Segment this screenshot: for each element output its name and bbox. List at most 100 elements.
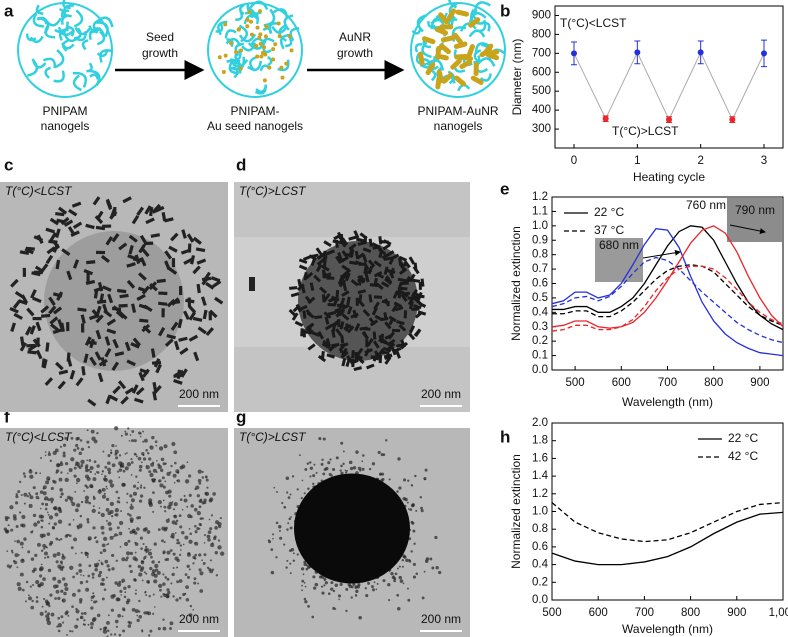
particle	[64, 611, 68, 616]
particle	[158, 583, 163, 589]
particle	[166, 588, 170, 592]
particle	[96, 464, 100, 468]
stage-label: nanogels	[41, 119, 90, 133]
particle	[91, 576, 95, 579]
particle	[30, 557, 35, 561]
particle	[155, 444, 158, 447]
nanorod	[173, 340, 180, 351]
nanorod	[183, 257, 193, 265]
particle	[402, 554, 406, 558]
particle	[275, 521, 279, 525]
particle	[44, 451, 47, 453]
particle	[332, 589, 336, 593]
particle	[338, 598, 340, 601]
particle	[296, 488, 299, 491]
particle	[70, 436, 74, 440]
nanorod	[66, 270, 73, 281]
seed	[280, 75, 285, 80]
nanorod	[164, 250, 173, 260]
nanorod	[85, 279, 96, 286]
x-tick-label: 700	[658, 377, 677, 389]
particle	[168, 501, 173, 507]
particle	[287, 496, 291, 500]
particle	[171, 520, 176, 525]
particle	[30, 605, 35, 610]
particle	[279, 536, 283, 540]
particle	[179, 498, 183, 502]
particle	[114, 508, 119, 513]
nanorod	[393, 301, 403, 308]
particle	[420, 506, 424, 510]
particle	[407, 508, 410, 510]
particle	[127, 584, 131, 589]
particle	[344, 471, 348, 474]
particle	[35, 580, 40, 585]
particle	[107, 454, 111, 458]
y-axis-label: Diameter (nm)	[510, 39, 524, 116]
nanorod	[136, 206, 144, 216]
particle	[144, 548, 148, 552]
particle	[435, 566, 439, 570]
particle	[137, 456, 142, 461]
x-tick-label: 2	[697, 155, 703, 167]
particle	[424, 468, 428, 472]
particle	[154, 440, 158, 444]
particle	[169, 549, 173, 552]
nanorod	[435, 53, 449, 61]
particle	[130, 439, 134, 443]
particle	[87, 445, 90, 449]
particle	[14, 540, 16, 542]
particle	[39, 490, 44, 494]
particle	[83, 619, 86, 622]
particle	[90, 626, 94, 630]
nanorod	[366, 363, 375, 370]
nanorod	[192, 236, 202, 245]
particle	[306, 462, 310, 465]
polymer	[95, 21, 109, 38]
particle	[110, 449, 113, 452]
seed	[229, 41, 234, 46]
particle	[39, 566, 44, 571]
y-tick-label: 0.4	[532, 306, 549, 318]
particle	[69, 629, 72, 633]
nanorod	[26, 343, 36, 348]
particle	[10, 528, 14, 532]
nanorod	[338, 343, 346, 352]
particle	[114, 581, 118, 585]
particle	[78, 523, 83, 528]
particle	[165, 557, 170, 561]
particle	[116, 534, 119, 537]
particle	[162, 618, 165, 621]
nanorod	[178, 336, 188, 342]
nanorod	[346, 296, 351, 306]
particle	[78, 466, 82, 470]
particle	[371, 588, 376, 592]
particle	[175, 469, 180, 474]
particle	[83, 623, 86, 626]
particle	[124, 432, 129, 436]
particle	[414, 474, 417, 478]
particle	[129, 505, 134, 510]
particle	[136, 614, 139, 617]
particle	[86, 518, 90, 522]
nanorod	[373, 301, 380, 310]
particle	[381, 477, 385, 481]
particle	[78, 451, 82, 456]
particle	[307, 566, 311, 570]
particle	[75, 609, 80, 614]
polymer	[244, 11, 259, 25]
particle	[112, 594, 116, 598]
particle	[153, 579, 158, 584]
nanorod	[126, 359, 136, 367]
nanorod	[377, 348, 385, 357]
polymer	[25, 33, 37, 42]
nanorod	[315, 247, 323, 256]
nanorod	[52, 243, 60, 253]
nanorod	[134, 254, 141, 265]
particle	[304, 585, 307, 588]
particle	[60, 471, 63, 474]
nanorod	[288, 308, 297, 317]
particle	[104, 626, 108, 630]
nanorod	[89, 338, 95, 349]
